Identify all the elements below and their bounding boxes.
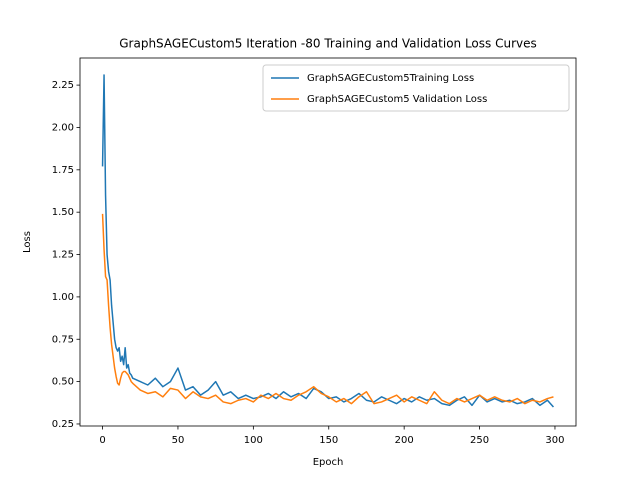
series-line (101, 213, 554, 405)
y-tick-label: 0.25 (52, 419, 74, 430)
x-tick-label: 0 (99, 435, 105, 446)
y-tick-label: 1.75 (52, 165, 74, 176)
chart-title: GraphSAGECustom5 Iteration -80 Training … (119, 37, 537, 51)
x-tick-label: 150 (319, 435, 338, 446)
x-tick-label: 300 (545, 435, 564, 446)
x-tick-label: 50 (172, 435, 185, 446)
y-tick-label: 0.75 (52, 334, 74, 345)
x-tick-label: 200 (395, 435, 414, 446)
legend-box (262, 64, 570, 112)
plot-frame (79, 57, 577, 427)
y-tick-label: 1.00 (52, 292, 74, 303)
y-tick-label: 2.00 (52, 122, 74, 133)
x-tick-label: 100 (244, 435, 263, 446)
x-axis-label: Epoch (313, 457, 344, 468)
y-tick-label: 1.50 (52, 207, 74, 218)
y-tick-label: 2.25 (52, 80, 74, 91)
y-tick-label: 1.25 (52, 250, 74, 261)
legend-label: GraphSAGECustom5 Validation Loss (307, 94, 487, 105)
legend-label: GraphSAGECustom5Training Loss (307, 73, 474, 84)
y-axis-label: Loss (22, 231, 33, 253)
x-tick-label: 250 (470, 435, 489, 446)
y-tick-label: 0.50 (52, 377, 74, 388)
